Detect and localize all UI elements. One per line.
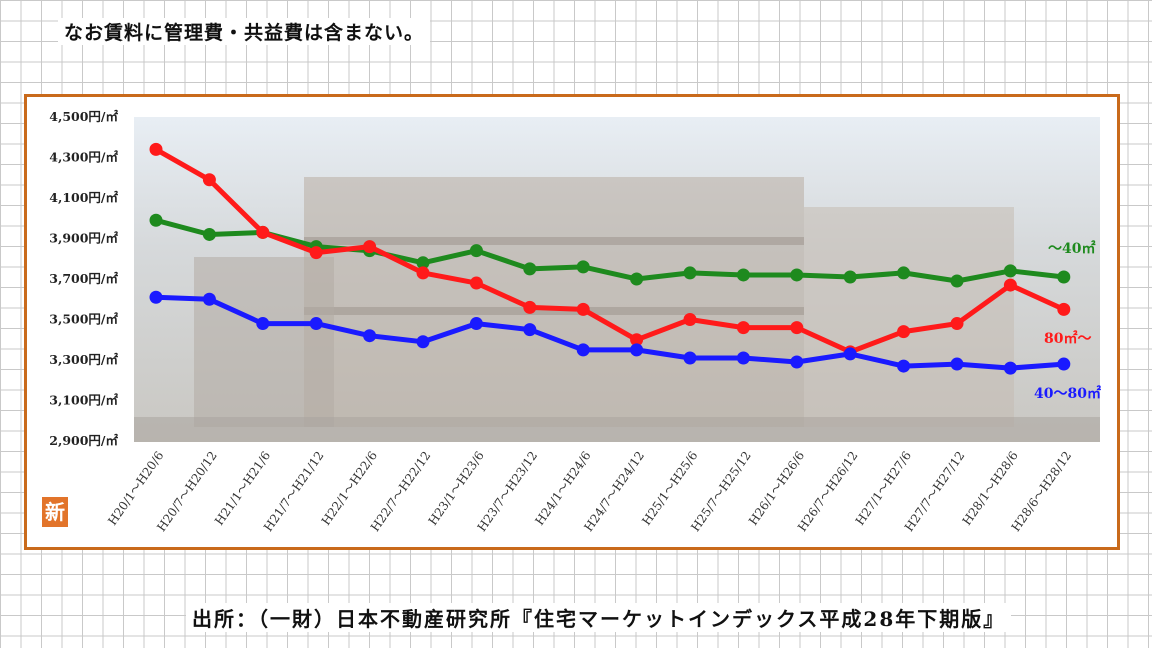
series-label-1: 80㎡～: [1044, 330, 1091, 347]
data-point: [630, 343, 644, 357]
data-point: [416, 256, 430, 270]
x-tick-label: H20/1～H20/6: [105, 449, 166, 528]
data-point: [1057, 302, 1071, 316]
x-tick-label: H27/1～H27/6: [853, 449, 914, 528]
data-point: [630, 272, 644, 286]
x-tick-label: H21/7～H21/12: [261, 449, 327, 534]
data-point: [1057, 270, 1071, 284]
series-labels: ～40㎡ 80㎡～ 40～80㎡: [1034, 240, 1101, 402]
data-point: [416, 335, 430, 349]
data-point: [736, 351, 750, 365]
data-point: [309, 246, 323, 260]
data-point: [950, 274, 964, 288]
data-point: [256, 317, 270, 331]
series-label-2: 40～80㎡: [1034, 385, 1101, 402]
data-point: [1003, 278, 1017, 292]
new-badge: 新: [42, 497, 68, 527]
data-point: [1057, 357, 1071, 371]
data-point: [790, 321, 804, 335]
building-side-shape: [804, 207, 1014, 427]
building-left-shape: [194, 257, 334, 427]
data-point: [736, 268, 750, 282]
x-tick-label: H24/7～H24/12: [581, 449, 647, 534]
x-tick-label: H24/1～H24/6: [532, 449, 593, 528]
y-tick-label: 3,300円/㎡: [49, 352, 118, 367]
x-tick-label: H26/1～H26/6: [746, 449, 807, 528]
background-photo: [134, 117, 1100, 442]
data-point: [843, 270, 857, 284]
data-point: [202, 292, 216, 306]
data-point: [897, 359, 911, 373]
data-point: [950, 357, 964, 371]
x-tick-label: H22/1～H22/6: [319, 449, 380, 528]
x-tick-label: H25/7～H25/12: [688, 449, 754, 534]
x-tick-label: H23/1～H23/6: [426, 449, 487, 528]
data-point: [523, 262, 537, 276]
data-point: [309, 317, 323, 331]
y-tick-label: 3,900円/㎡: [49, 231, 118, 246]
data-point: [576, 302, 590, 316]
data-point: [363, 329, 377, 343]
y-tick-label: 4,300円/㎡: [49, 150, 118, 165]
data-point: [950, 317, 964, 331]
data-point: [790, 268, 804, 282]
data-point: [790, 355, 804, 369]
data-point: [1003, 361, 1017, 375]
data-point: [256, 225, 270, 239]
series-line-0: [155, 217, 1065, 284]
y-tick-label: 3,100円/㎡: [49, 393, 118, 408]
data-point: [683, 313, 697, 326]
building-main-shape: [304, 177, 804, 427]
data-point: [630, 333, 644, 347]
x-axis: H20/1～H20/6H20/7～H20/12H21/1～H21/6H21/7～…: [105, 449, 1074, 534]
data-point: [897, 325, 911, 339]
data-point: [523, 323, 537, 337]
data-point: [736, 321, 750, 335]
y-axis: 2,900円/㎡ 3,100円/㎡ 3,300円/㎡ 3,500円/㎡ 3,700円/㎡…: [49, 109, 118, 448]
data-point: [363, 240, 377, 254]
y-tick-label: 3,700円/㎡: [49, 271, 118, 286]
y-tick-label: 3,500円/㎡: [49, 312, 118, 327]
data-point: [149, 290, 163, 304]
data-point: [469, 244, 483, 258]
x-tick-label: H22/7～H22/12: [368, 449, 434, 534]
data-point: [576, 343, 590, 357]
x-tick-label: H23/7～H23/12: [475, 449, 541, 534]
data-point: [897, 266, 911, 280]
data-point: [683, 351, 697, 365]
x-tick-label: H27/7～H27/12: [902, 449, 968, 534]
y-tick-label: 2,900円/㎡: [49, 433, 118, 448]
x-tick-label: H28/1～H28/6: [960, 449, 1021, 528]
building-floor-line: [304, 307, 804, 315]
data-point: [523, 300, 537, 314]
x-tick-label: H20/7～H20/12: [154, 449, 220, 534]
data-point: [683, 266, 697, 280]
x-tick-label: H21/1～H21/6: [212, 449, 273, 528]
data-point: [149, 142, 163, 156]
data-point: [469, 317, 483, 331]
series-line-2: [155, 294, 1064, 371]
y-tick-label: 4,500円/㎡: [49, 109, 118, 124]
data-point: [469, 276, 483, 290]
data-point: [1003, 264, 1017, 278]
data-point: [416, 266, 430, 280]
x-tick-label: H26/7～H26/12: [795, 449, 861, 534]
x-tick-label: H28/6～H28/12: [1009, 449, 1075, 534]
data-point: [149, 213, 163, 227]
footnote-text: なお賃料に管理費・共益費は含まない。: [58, 18, 431, 45]
series-line-1: [154, 147, 1065, 355]
series-lines: [149, 142, 1071, 375]
series-label-0: ～40㎡: [1048, 240, 1095, 257]
y-tick-label: 4,100円/㎡: [49, 190, 118, 205]
data-point: [202, 173, 216, 187]
data-point: [202, 227, 216, 241]
source-text: 出所：（一財）日本不動産研究所『住宅マーケットインデックス平成28年下期版』: [186, 603, 1012, 632]
data-point: [843, 347, 857, 361]
building-floor-line: [304, 237, 804, 245]
ground-shape: [134, 417, 1100, 442]
x-tick-label: H25/1～H25/6: [639, 449, 700, 528]
data-point: [576, 260, 590, 274]
chart-frame: 新: [24, 94, 1120, 550]
